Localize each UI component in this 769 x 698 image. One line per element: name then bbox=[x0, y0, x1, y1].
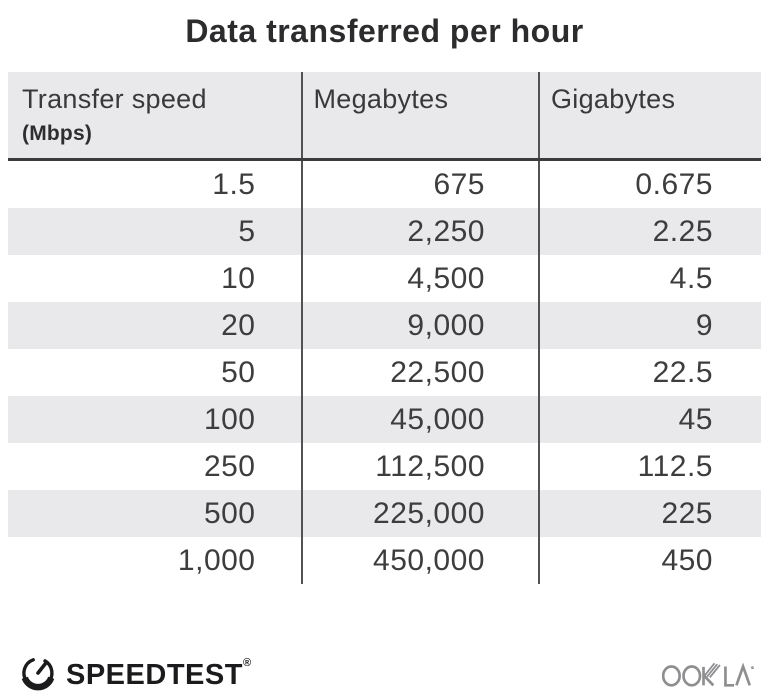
cell-gigabytes: 22.5 bbox=[652, 356, 713, 389]
cell-megabytes: 225,000 bbox=[303, 490, 540, 537]
table-row: 500 225,000 225 bbox=[8, 490, 761, 537]
table-row: 250 112,500 112.5 bbox=[8, 443, 761, 490]
cell-gigabytes: 9 bbox=[695, 309, 713, 342]
speedtest-logo: SPEEDTEST® bbox=[18, 652, 251, 697]
cell-speed: 500 bbox=[8, 490, 303, 537]
header-gigabytes: Gigabytes bbox=[551, 84, 676, 114]
table-header-row: Transfer speed (Mbps) Megabytes Gigabyte… bbox=[8, 72, 761, 161]
cell-megabytes: 22,500 bbox=[303, 349, 540, 396]
cell-speed: 10 bbox=[8, 255, 303, 302]
cell-megabytes: 675 bbox=[303, 161, 540, 208]
cell-megabytes: 2,250 bbox=[303, 208, 540, 255]
cell-gigabytes: 450 bbox=[661, 544, 713, 577]
cell-gigabytes: 4.5 bbox=[669, 262, 713, 295]
cell-gigabytes: 0.675 bbox=[635, 168, 713, 201]
header-transfer-speed: Transfer speed (Mbps) bbox=[8, 72, 303, 158]
cell-speed: 20 bbox=[8, 302, 303, 349]
table-row: 10 4,500 4.5 bbox=[8, 255, 761, 302]
cell-gigabytes: 45 bbox=[678, 403, 713, 436]
header-transfer-speed-label: Transfer speed bbox=[22, 84, 207, 114]
ookla-logo bbox=[661, 662, 756, 694]
table-row: 5 2,250 2.25 bbox=[8, 208, 761, 255]
table-row: 50 22,500 22.5 bbox=[8, 349, 761, 396]
header-mbps-sublabel: (Mbps) bbox=[22, 122, 93, 145]
cell-speed: 1.5 bbox=[8, 161, 303, 208]
speedtest-wordmark: SPEEDTEST® bbox=[66, 657, 251, 692]
table-row: 1.5 675 0.675 bbox=[8, 161, 761, 208]
gauge-icon bbox=[18, 652, 58, 697]
cell-gigabytes: 112.5 bbox=[637, 450, 713, 483]
cell-megabytes: 45,000 bbox=[303, 396, 540, 443]
data-table: Transfer speed (Mbps) Megabytes Gigabyte… bbox=[8, 72, 761, 584]
page-title: Data transferred per hour bbox=[185, 13, 584, 49]
cell-megabytes: 112,500 bbox=[303, 443, 540, 490]
cell-gigabytes: 225 bbox=[661, 497, 713, 530]
table-row: 100 45,000 45 bbox=[8, 396, 761, 443]
cell-speed: 50 bbox=[8, 349, 303, 396]
cell-megabytes: 450,000 bbox=[303, 537, 540, 584]
ookla-wordmark-icon bbox=[661, 662, 754, 687]
cell-speed: 250 bbox=[8, 443, 303, 490]
cell-gigabytes: 2.25 bbox=[652, 215, 713, 248]
table-row: 20 9,000 9 bbox=[8, 302, 761, 349]
table-row: 1,000 450,000 450 bbox=[8, 537, 761, 584]
registered-trademark-symbol: ® bbox=[242, 657, 252, 669]
cell-megabytes: 4,500 bbox=[303, 255, 540, 302]
header-megabytes: Megabytes bbox=[303, 72, 540, 158]
cell-megabytes: 9,000 bbox=[303, 302, 540, 349]
cell-speed: 5 bbox=[8, 208, 303, 255]
cell-speed: 1,000 bbox=[8, 537, 303, 584]
speedtest-label: SPEEDTEST bbox=[66, 659, 243, 691]
cell-speed: 100 bbox=[8, 396, 303, 443]
